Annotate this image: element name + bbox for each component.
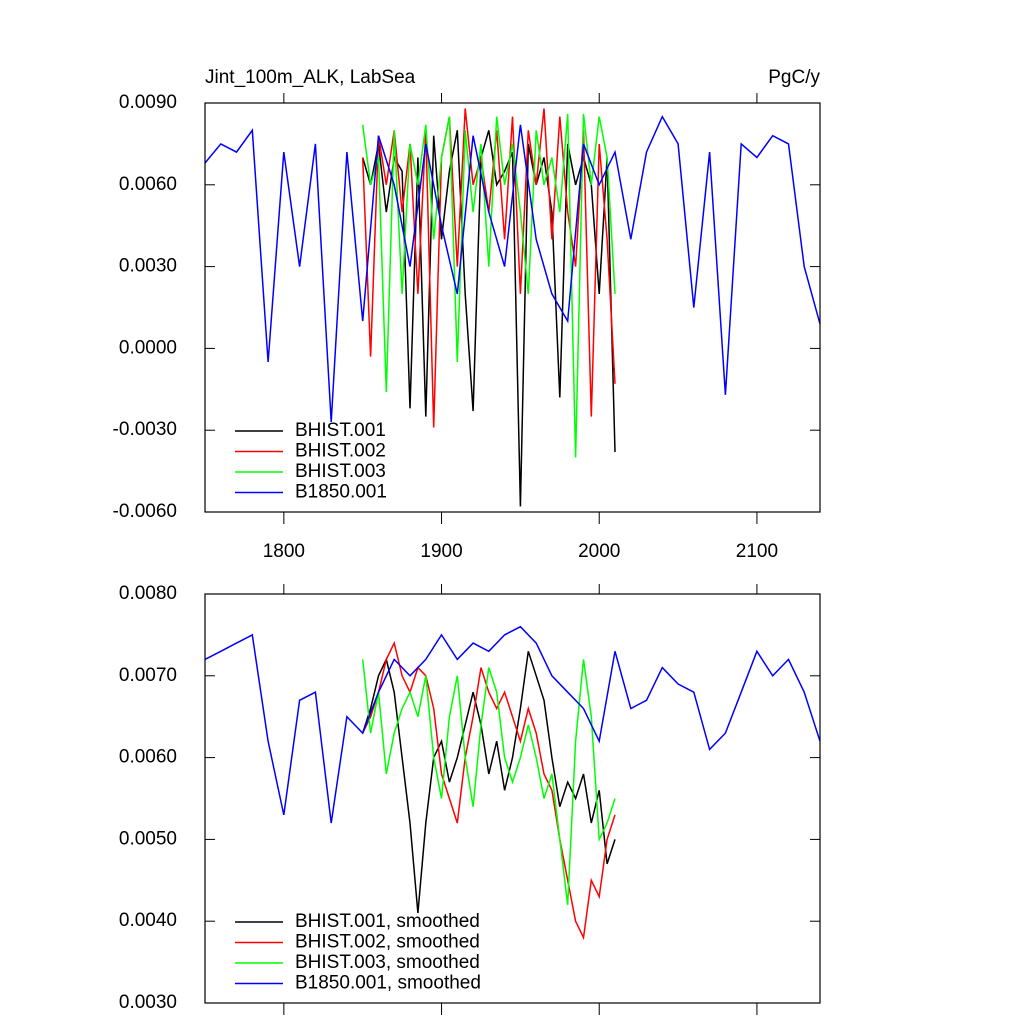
legend-label: BHIST.001 [295, 420, 386, 441]
y-tick-label: 0.0040 [119, 910, 177, 931]
series-line [362, 640, 616, 941]
series-line [204, 625, 821, 824]
x-tick-label: 1900 [420, 541, 462, 562]
series-line [361, 130, 616, 507]
y-tick-label: 0.0090 [119, 92, 177, 113]
units-label: PgC/y [768, 67, 820, 88]
legend-label: BHIST.002 [295, 441, 386, 462]
legend-label: B1850.001, smoothed [295, 973, 481, 994]
y-tick-label: 0.0000 [119, 337, 177, 358]
legend-label: BHIST.003 [295, 461, 386, 482]
x-tick-label: 2000 [578, 541, 620, 562]
chart-title: Jint_100m_ALK, LabSea [205, 67, 416, 88]
legend-label: BHIST.002, smoothed [295, 932, 480, 953]
x-tick-label: 2100 [736, 541, 778, 562]
y-tick-label: 0.0060 [119, 174, 177, 195]
series-line [204, 114, 821, 423]
y-tick-label: 0.0070 [119, 665, 177, 686]
y-tick-label: 0.0080 [119, 583, 177, 604]
series-line [361, 113, 616, 458]
y-tick-label: 0.0050 [119, 828, 177, 849]
y-tick-label: 0.0030 [119, 992, 177, 1013]
legend-label: B1850.001 [295, 482, 387, 503]
legend-label: BHIST.003, smoothed [295, 952, 480, 973]
y-tick-label: 0.0060 [119, 747, 177, 768]
y-tick-label: 0.0030 [119, 256, 177, 277]
series-line [361, 659, 616, 905]
legend-label: BHIST.001, smoothed [295, 911, 480, 932]
x-tick-label: 1800 [263, 541, 305, 562]
y-tick-label: -0.0060 [113, 501, 177, 522]
plot-frame [204, 102, 821, 513]
y-tick-label: -0.0030 [113, 419, 177, 440]
plot-frame [204, 593, 821, 1004]
